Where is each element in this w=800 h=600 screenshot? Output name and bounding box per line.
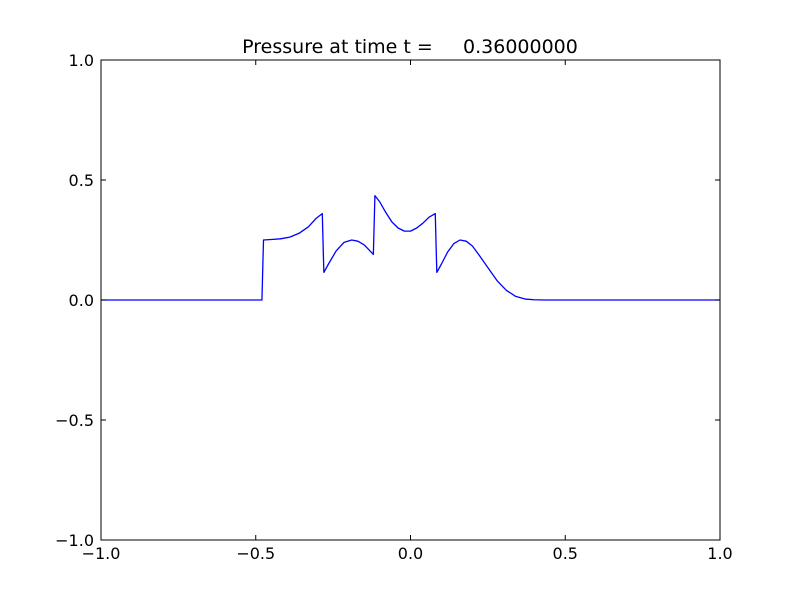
y-tick-label: 0.0	[69, 291, 94, 310]
x-tick-label: 0.5	[553, 544, 578, 563]
x-tick-label: −1.0	[82, 544, 121, 563]
chart-title: Pressure at time t = 0.36000000	[242, 36, 578, 58]
y-axis: −1.0 −0.5 0.0 0.5 1.0	[55, 51, 720, 550]
y-tick-label: −1.0	[55, 531, 94, 550]
x-tick-label: −0.5	[236, 544, 275, 563]
y-tick-label: −0.5	[55, 411, 94, 430]
series-line-0	[101, 194, 720, 301]
series-group	[101, 194, 720, 301]
x-tick-label: 0.0	[398, 544, 423, 563]
x-tick-label: 1.0	[707, 544, 732, 563]
x-axis: −1.0 −0.5 0.0 0.5 1.0	[82, 60, 733, 563]
y-tick-label: 1.0	[69, 51, 94, 70]
y-tick-label: 0.5	[69, 171, 94, 190]
